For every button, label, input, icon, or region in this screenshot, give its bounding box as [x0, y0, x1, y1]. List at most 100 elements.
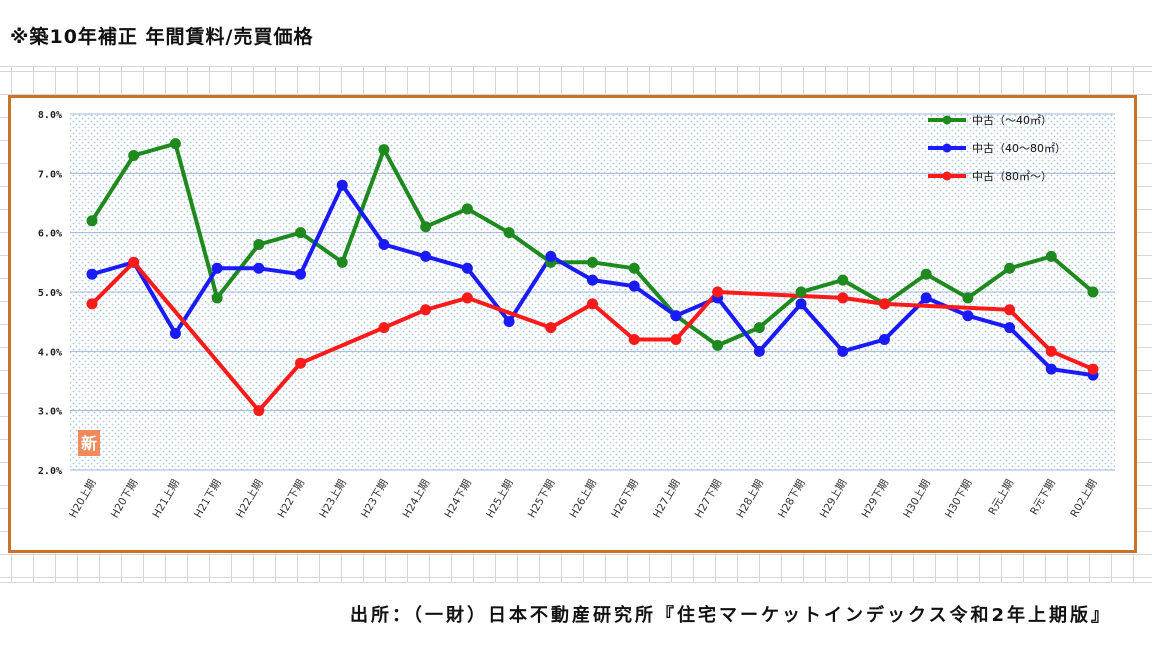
data-point-series-1: [295, 227, 307, 239]
data-point-series-3: [587, 298, 598, 310]
footer-band: 出所：（一財）日本不動産研究所『住宅マーケットインデックス令和2年上期版』: [0, 582, 1152, 648]
data-point-series-3: [878, 298, 890, 310]
data-point-series-1: [503, 227, 515, 239]
data-point-series-1: [962, 292, 974, 304]
x-tick-label: H20上期: [67, 478, 99, 521]
x-tick-label: H28上期: [734, 478, 766, 521]
page-title: ※築10年補正 年間賃料/売買価格: [10, 26, 314, 48]
data-point-series-2: [795, 298, 807, 310]
data-point-series-2: [295, 268, 307, 280]
data-point-series-3: [712, 286, 724, 298]
x-tick-label: H23下期: [359, 478, 391, 521]
x-tick-label: H28下期: [776, 478, 808, 521]
data-point-series-1: [253, 239, 265, 251]
x-tick-label: H27下期: [693, 478, 725, 521]
x-tick-label: H29下期: [860, 478, 892, 521]
data-point-series-1: [628, 262, 640, 274]
y-tick-label: 2.0%: [38, 466, 62, 477]
data-point-series-2: [169, 328, 181, 340]
data-point-series-1: [753, 322, 765, 334]
data-point-series-1: [211, 292, 223, 304]
data-point-series-2: [753, 345, 765, 357]
new-badge-label: 新: [81, 434, 97, 453]
data-point-series-3: [1045, 345, 1057, 357]
y-tick-label: 7.0%: [38, 169, 62, 180]
data-point-series-1: [795, 286, 807, 298]
data-point-series-3: [86, 298, 98, 310]
data-point-series-3: [461, 292, 473, 304]
y-tick-label: 5.0%: [38, 288, 62, 299]
data-point-series-1: [587, 256, 598, 268]
title-band: ※築10年補正 年間賃料/売買価格: [0, 0, 1152, 67]
x-tick-label: H21下期: [192, 478, 224, 521]
legend-label: 中古（40～80㎡）: [972, 142, 1066, 155]
x-tick-label: H22下期: [276, 478, 308, 521]
data-point-series-1: [169, 138, 181, 150]
x-tick-label: H20下期: [109, 478, 141, 521]
data-point-series-1: [1045, 250, 1057, 262]
x-tick-label: H25下期: [526, 478, 558, 521]
data-point-series-2: [878, 333, 890, 345]
data-point-series-1: [336, 256, 348, 268]
legend-swatch-marker: [942, 115, 952, 125]
data-point-series-1: [712, 339, 724, 351]
legend-label: 中古（80㎡～）: [972, 170, 1052, 183]
x-tick-label: H23上期: [317, 478, 349, 521]
x-tick-label: R02上期: [1068, 478, 1099, 520]
x-tick-label: H26上期: [568, 478, 600, 521]
legend-swatch-marker: [942, 171, 952, 181]
data-point-series-2: [962, 310, 974, 322]
data-point-series-3: [1004, 304, 1016, 316]
data-point-series-2: [461, 262, 473, 274]
x-tick-label: H24上期: [401, 478, 433, 521]
y-tick-label: 8.0%: [38, 110, 62, 121]
data-point-series-3: [628, 333, 640, 345]
source-note: 出所：（一財）日本不動産研究所『住宅マーケットインデックス令和2年上期版』: [350, 605, 1112, 626]
x-tick-label: H30上期: [901, 478, 933, 521]
data-point-series-2: [670, 310, 682, 322]
x-tick-label: R元下期: [1028, 478, 1058, 518]
x-tick-label: H21上期: [150, 478, 182, 521]
y-tick-label: 3.0%: [38, 407, 62, 418]
data-point-series-2: [545, 250, 557, 262]
data-point-series-1: [378, 144, 390, 156]
x-tick-label: H26下期: [609, 478, 641, 521]
data-point-series-1: [420, 221, 432, 233]
data-point-series-2: [86, 268, 98, 280]
data-point-series-3: [128, 256, 140, 268]
data-point-series-2: [420, 250, 432, 262]
data-point-series-3: [670, 333, 682, 345]
data-point-series-1: [461, 203, 473, 215]
data-point-series-2: [253, 262, 265, 274]
data-point-series-2: [837, 345, 849, 357]
data-point-series-1: [128, 150, 140, 162]
data-point-series-2: [628, 280, 640, 292]
x-tick-label: H27上期: [651, 478, 683, 521]
data-point-series-2: [587, 274, 598, 286]
data-point-series-1: [86, 215, 98, 227]
x-tick-label: H24下期: [442, 478, 474, 521]
data-point-series-2: [503, 316, 515, 328]
new-badge: [78, 430, 100, 456]
data-point-series-3: [253, 405, 265, 417]
x-tick-label: H30下期: [943, 478, 975, 521]
data-point-series-2: [336, 179, 348, 191]
x-tick-label: R元上期: [986, 478, 1016, 518]
legend-swatch-marker: [942, 143, 952, 153]
data-point-series-2: [1004, 322, 1016, 334]
y-tick-label: 4.0%: [38, 347, 62, 358]
data-point-series-2: [378, 239, 390, 251]
data-point-series-2: [1045, 363, 1057, 375]
data-point-series-1: [1004, 262, 1016, 274]
data-point-series-2: [211, 262, 223, 274]
data-point-series-1: [1087, 286, 1099, 298]
data-point-series-3: [837, 292, 849, 304]
data-point-series-2: [920, 292, 932, 304]
data-point-series-3: [378, 322, 390, 334]
data-point-series-1: [837, 274, 849, 286]
data-point-series-1: [920, 268, 932, 280]
x-tick-label: H29上期: [818, 478, 850, 521]
data-point-series-3: [545, 322, 557, 334]
data-point-series-3: [420, 304, 432, 316]
